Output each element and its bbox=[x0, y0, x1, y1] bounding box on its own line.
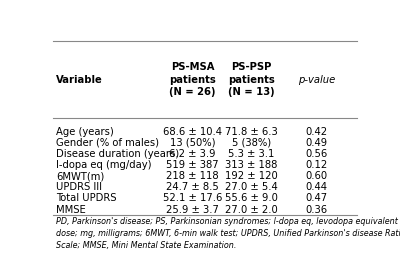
Text: 71.8 ± 6.3: 71.8 ± 6.3 bbox=[225, 127, 278, 137]
Text: 218 ± 118: 218 ± 118 bbox=[166, 171, 219, 181]
Text: 0.49: 0.49 bbox=[306, 138, 328, 148]
Text: 0.56: 0.56 bbox=[306, 149, 328, 159]
Text: p-value: p-value bbox=[298, 75, 335, 85]
Text: 52.1 ± 17.6: 52.1 ± 17.6 bbox=[163, 193, 222, 204]
Text: 313 ± 188: 313 ± 188 bbox=[225, 160, 278, 170]
Text: 0.44: 0.44 bbox=[306, 182, 328, 192]
Text: Variable: Variable bbox=[56, 75, 103, 85]
Text: 27.0 ± 2.0: 27.0 ± 2.0 bbox=[225, 205, 278, 214]
Text: 0.36: 0.36 bbox=[306, 205, 328, 214]
Text: Age (years): Age (years) bbox=[56, 127, 114, 137]
Text: 24.7 ± 8.5: 24.7 ± 8.5 bbox=[166, 182, 219, 192]
Text: 5.3 ± 3.1: 5.3 ± 3.1 bbox=[228, 149, 275, 159]
Text: 13 (50%): 13 (50%) bbox=[170, 138, 215, 148]
Text: PD, Parkinson's disease; PS, Parkinsonian syndromes; l-dopa eq, levodopa equival: PD, Parkinson's disease; PS, Parkinsonia… bbox=[56, 217, 400, 250]
Text: 27.0 ± 5.4: 27.0 ± 5.4 bbox=[225, 182, 278, 192]
Text: Gender (% of males): Gender (% of males) bbox=[56, 138, 159, 148]
Text: 6MWT(m): 6MWT(m) bbox=[56, 171, 104, 181]
Text: 25.9 ± 3.7: 25.9 ± 3.7 bbox=[166, 205, 219, 214]
Text: PS-MSA
patients
(N = 26): PS-MSA patients (N = 26) bbox=[169, 62, 216, 97]
Text: 0.47: 0.47 bbox=[306, 193, 328, 204]
Text: 192 ± 120: 192 ± 120 bbox=[225, 171, 278, 181]
Text: 519 ± 387: 519 ± 387 bbox=[166, 160, 219, 170]
Text: 0.42: 0.42 bbox=[306, 127, 328, 137]
Text: 0.12: 0.12 bbox=[306, 160, 328, 170]
Text: 55.6 ± 9.0: 55.6 ± 9.0 bbox=[225, 193, 278, 204]
Text: 0.60: 0.60 bbox=[306, 171, 328, 181]
Text: l-dopa eq (mg/day): l-dopa eq (mg/day) bbox=[56, 160, 152, 170]
Text: MMSE: MMSE bbox=[56, 205, 86, 214]
Text: PS-PSP
patients
(N = 13): PS-PSP patients (N = 13) bbox=[228, 62, 275, 97]
Text: UPDRS III: UPDRS III bbox=[56, 182, 102, 192]
Text: Total UPDRS: Total UPDRS bbox=[56, 193, 117, 204]
Text: Disease duration (years): Disease duration (years) bbox=[56, 149, 179, 159]
Text: 6.2 ± 3.9: 6.2 ± 3.9 bbox=[169, 149, 216, 159]
Text: 5 (38%): 5 (38%) bbox=[232, 138, 271, 148]
Text: 68.6 ± 10.4: 68.6 ± 10.4 bbox=[163, 127, 222, 137]
